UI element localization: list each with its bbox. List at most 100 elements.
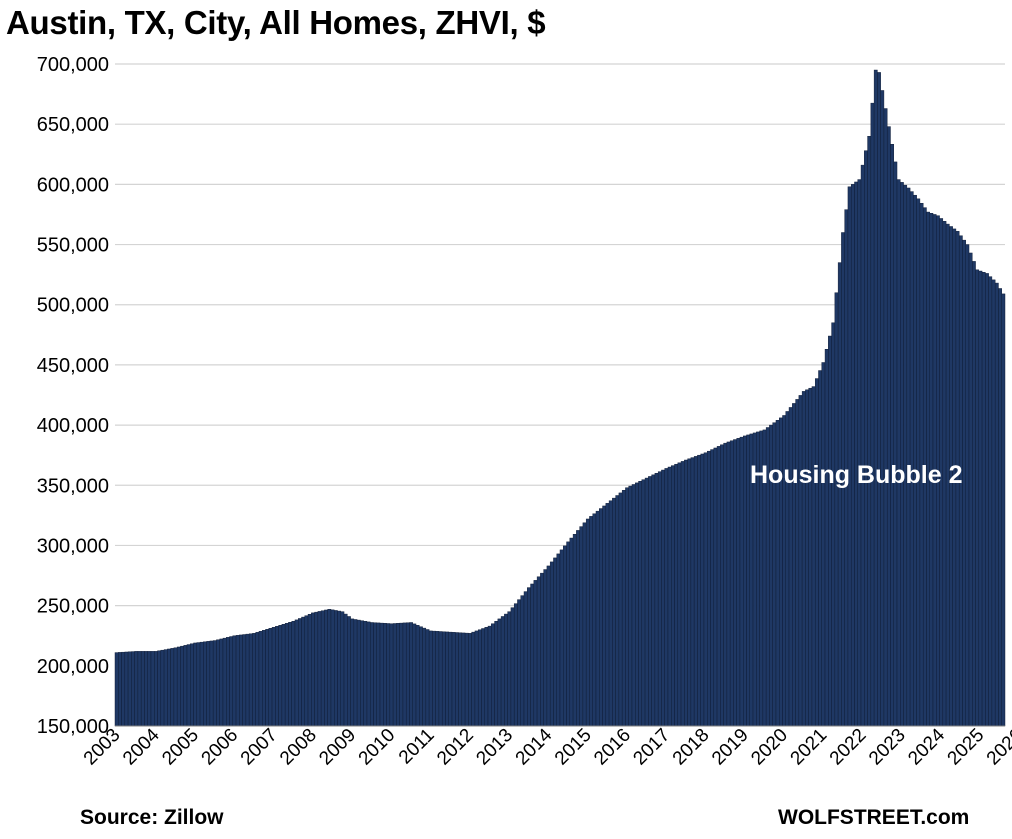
bar	[438, 631, 443, 727]
bar	[572, 533, 577, 727]
bar	[527, 587, 531, 727]
bar	[991, 279, 996, 727]
x-tick-label: 2022	[826, 725, 871, 770]
bar	[625, 487, 629, 727]
bar	[369, 622, 374, 727]
y-axis: 150,000 200,000 250,000 300,000 350,000 400,0…	[37, 54, 109, 738]
bar	[661, 469, 665, 727]
bar	[700, 453, 705, 727]
bar	[883, 108, 888, 727]
bar	[216, 639, 220, 727]
y-tick-label: 250,000	[37, 596, 109, 618]
bar	[258, 631, 263, 727]
bar	[988, 276, 993, 727]
bar	[176, 646, 181, 727]
bar	[546, 565, 551, 727]
bar	[337, 610, 341, 727]
y-tick-label: 300,000	[37, 535, 109, 557]
x-tick-label: 2004	[119, 724, 164, 769]
bar	[556, 553, 561, 727]
bar	[981, 272, 986, 727]
bar	[818, 370, 822, 727]
bar	[805, 389, 809, 727]
bar	[157, 650, 162, 727]
bar	[383, 623, 387, 727]
bar	[566, 541, 571, 727]
bar	[330, 609, 335, 727]
bar	[602, 505, 607, 727]
bar	[808, 387, 813, 727]
bar	[811, 386, 816, 727]
bar	[114, 652, 119, 727]
y-tick-label: 450,000	[37, 355, 109, 377]
bar	[599, 508, 603, 727]
bar	[409, 622, 413, 727]
x-tick-label: 2021	[787, 725, 832, 770]
bar	[448, 631, 453, 727]
bar	[998, 288, 1002, 727]
bar	[458, 632, 463, 727]
bar	[425, 629, 430, 727]
bar	[635, 482, 639, 727]
bar	[497, 618, 502, 727]
bar	[716, 446, 721, 727]
bar	[896, 179, 901, 727]
bar	[124, 651, 129, 727]
annotation-label: Housing Bubble 2	[750, 461, 963, 489]
bar	[517, 599, 521, 727]
bar	[870, 102, 875, 727]
bar	[160, 649, 165, 727]
bar	[477, 629, 482, 727]
bar	[180, 645, 184, 727]
bar	[262, 630, 266, 727]
y-tick-label: 400,000	[37, 415, 109, 437]
x-tick-label: 2006	[198, 725, 243, 770]
bar	[147, 651, 152, 727]
bar	[877, 72, 881, 727]
bar	[271, 627, 276, 727]
bar	[615, 495, 620, 727]
bar	[150, 651, 155, 727]
bar	[441, 631, 446, 727]
bar	[733, 439, 737, 727]
bar	[455, 632, 459, 727]
bar	[864, 150, 868, 727]
bar	[831, 322, 836, 727]
bar	[422, 627, 427, 727]
bar	[906, 187, 911, 727]
x-tick-label: 2026	[983, 725, 1012, 770]
bar	[592, 513, 597, 727]
bar	[707, 450, 711, 727]
bar	[720, 444, 724, 727]
bar	[880, 90, 885, 727]
bar	[703, 452, 708, 727]
bar	[284, 623, 289, 727]
bar	[690, 457, 695, 727]
bar	[481, 628, 485, 727]
bar	[350, 618, 355, 727]
bar	[353, 619, 358, 727]
bar	[294, 619, 299, 727]
bar	[900, 182, 904, 727]
bar	[978, 270, 983, 727]
bar	[723, 442, 728, 727]
bar	[743, 435, 747, 727]
bar	[131, 651, 135, 727]
source-label: Source: Zillow	[80, 806, 224, 829]
bar	[972, 261, 976, 727]
bar	[275, 626, 279, 727]
bar	[392, 623, 397, 727]
bar	[376, 622, 381, 727]
bar	[428, 630, 433, 727]
bar	[994, 282, 999, 727]
bar	[491, 623, 495, 727]
bar	[850, 184, 855, 727]
bar	[415, 625, 420, 727]
bar	[671, 465, 675, 727]
bar	[648, 476, 652, 727]
bar	[252, 633, 256, 727]
bar	[654, 473, 659, 727]
x-tick-label: 2009	[315, 725, 360, 770]
bar	[327, 609, 332, 727]
bar	[468, 633, 472, 727]
